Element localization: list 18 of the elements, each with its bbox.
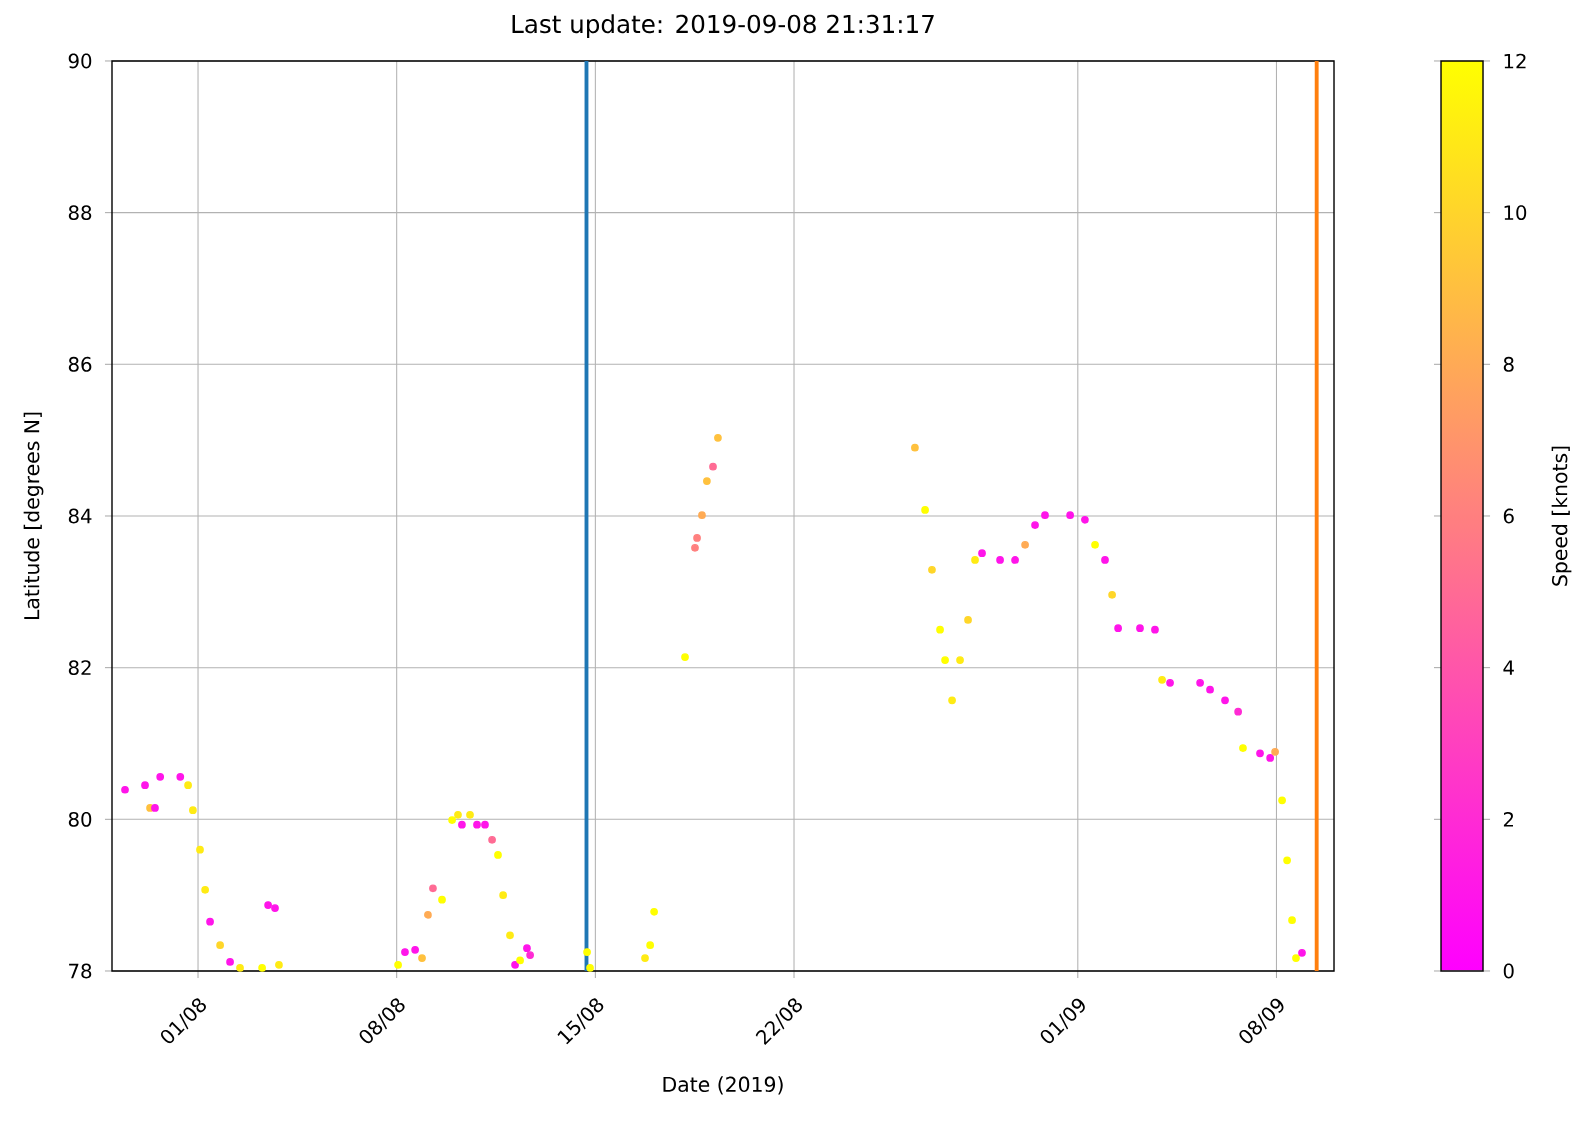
y-axis-title: Latitude [degrees N]	[23, 412, 44, 620]
color-bar-title: Speed [knots]	[1551, 446, 1572, 586]
color-bar-label: 12	[1504, 53, 1526, 69]
y-tick-label: 90	[68, 53, 92, 69]
y-tick-label: 84	[68, 508, 92, 524]
color-bar-label: 2	[1503, 812, 1513, 827]
y-tick-label: 80	[68, 811, 92, 827]
y-tick-label: 86	[68, 356, 92, 372]
x-axis-title: Date (2019)	[663, 1076, 783, 1095]
color-bar-label: 6	[1503, 508, 1514, 524]
color-bar-label: 8	[1503, 356, 1514, 372]
y-tick-label: 78	[69, 963, 92, 979]
y-tick-label: 88	[68, 205, 92, 221]
y-tick-label: 82	[68, 660, 91, 676]
chart-title: Last update: 2019-09-08 21:31:17	[512, 14, 934, 39]
color-bar-label: 10	[1504, 205, 1527, 221]
color-bar-label: 0	[1503, 963, 1514, 979]
color-bar-label: 4	[1503, 660, 1514, 675]
